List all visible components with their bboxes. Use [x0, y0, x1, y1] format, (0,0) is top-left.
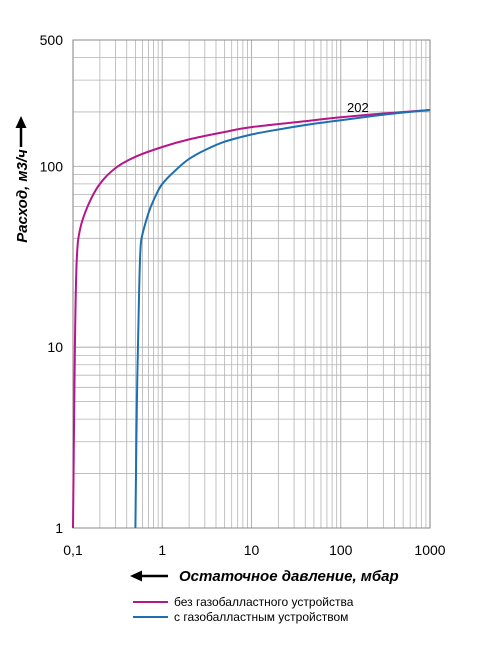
- x-tick-label: 0,1: [63, 542, 83, 558]
- x-tick-label: 100: [329, 542, 353, 558]
- y-tick-label: 500: [40, 32, 64, 48]
- legend-item-gas-ballast: с газобалластным устройством: [133, 610, 348, 624]
- y-axis-arrow-icon: [15, 116, 27, 147]
- legend-label-gas-ballast: с газобалластным устройством: [174, 610, 348, 624]
- plot-frame: [72, 39, 431, 529]
- x-tick-label: 1: [158, 542, 166, 558]
- y-tick-label: 10: [47, 339, 63, 355]
- legend-item-no-gas-ballast: без газобалластного устройства: [133, 595, 354, 609]
- curve-annotation: 202: [347, 100, 369, 115]
- y-tick-label: 1: [55, 520, 63, 536]
- series-line-no-gas-ballast: [72, 109, 431, 529]
- legend-label-no-gas-ballast: без газобалластного устройства: [174, 595, 354, 609]
- series-line-gas-ballast: [134, 109, 431, 529]
- y-axis-title: Расход, м3/ч: [14, 149, 31, 243]
- x-tick-label: 10: [244, 542, 260, 558]
- legend: без газобалластного устройства с газобал…: [133, 595, 354, 624]
- x-axis-title: Остаточное давление, мбар: [179, 568, 399, 585]
- x-tick-label: 1000: [414, 542, 445, 558]
- x-axis-arrow-icon: [130, 570, 168, 582]
- plot-curves: [72, 109, 431, 529]
- y-tick-label: 100: [40, 158, 64, 174]
